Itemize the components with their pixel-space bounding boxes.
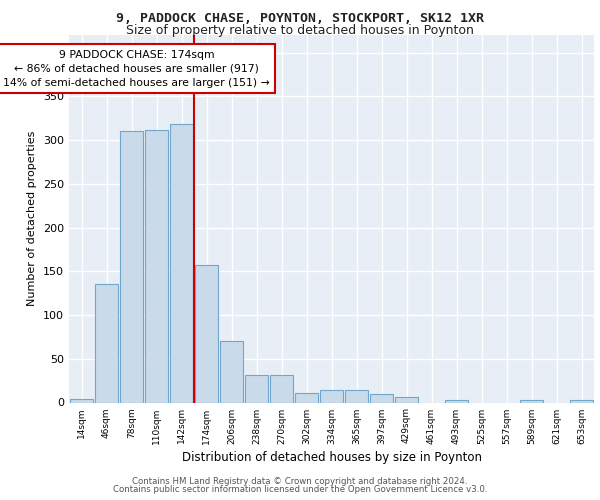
Text: Contains public sector information licensed under the Open Government Licence v3: Contains public sector information licen… bbox=[113, 485, 487, 494]
Bar bbox=[320, 390, 343, 402]
Bar bbox=[295, 393, 318, 402]
Bar bbox=[145, 130, 168, 402]
Y-axis label: Number of detached properties: Number of detached properties bbox=[28, 131, 37, 306]
Bar bbox=[270, 374, 293, 402]
Text: Size of property relative to detached houses in Poynton: Size of property relative to detached ho… bbox=[126, 24, 474, 37]
Bar bbox=[95, 284, 118, 403]
Bar bbox=[395, 397, 418, 402]
Bar bbox=[445, 400, 468, 402]
Text: 9 PADDOCK CHASE: 174sqm
← 86% of detached houses are smaller (917)
14% of semi-d: 9 PADDOCK CHASE: 174sqm ← 86% of detache… bbox=[3, 50, 270, 88]
Bar bbox=[520, 400, 543, 402]
Bar bbox=[570, 400, 593, 402]
Bar bbox=[370, 394, 393, 402]
Bar bbox=[70, 399, 93, 402]
Bar bbox=[345, 390, 368, 402]
Bar bbox=[195, 265, 218, 402]
Bar bbox=[245, 374, 268, 402]
X-axis label: Distribution of detached houses by size in Poynton: Distribution of detached houses by size … bbox=[182, 450, 482, 464]
Text: 9, PADDOCK CHASE, POYNTON, STOCKPORT, SK12 1XR: 9, PADDOCK CHASE, POYNTON, STOCKPORT, SK… bbox=[116, 12, 484, 26]
Bar bbox=[220, 341, 243, 402]
Bar bbox=[120, 132, 143, 402]
Bar bbox=[170, 124, 193, 402]
Text: Contains HM Land Registry data © Crown copyright and database right 2024.: Contains HM Land Registry data © Crown c… bbox=[132, 477, 468, 486]
